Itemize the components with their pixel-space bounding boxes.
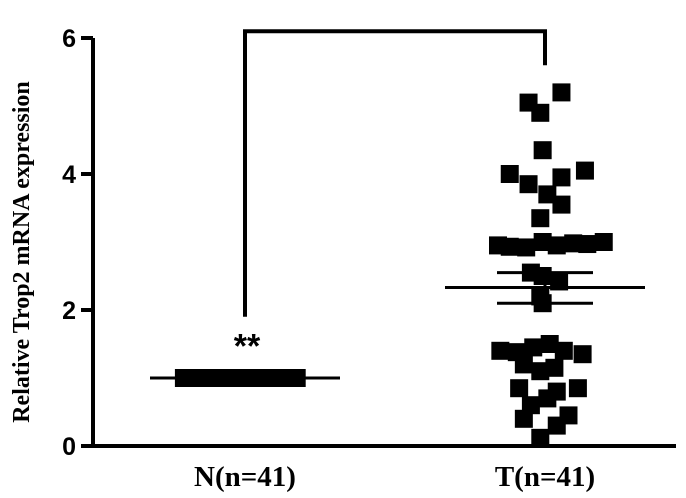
data-point: [533, 141, 552, 160]
data-marks: [150, 83, 645, 447]
data-point: [519, 175, 538, 194]
data-point: [547, 236, 566, 255]
data-point: [540, 335, 559, 353]
data-point: [510, 379, 529, 398]
data-point: [538, 185, 557, 204]
axes: 0 2 4 6 Relative Trop2 mRNA expression N(n=41…: [9, 25, 676, 493]
significance-bracket: [243, 29, 547, 317]
data-point: [500, 237, 519, 256]
data-point: [491, 341, 510, 360]
data-point: [554, 341, 573, 360]
data-point: [573, 345, 592, 364]
y-tick-label: 4: [62, 161, 76, 189]
data-point: [521, 396, 540, 415]
data-point: [547, 416, 566, 435]
data-point: [500, 165, 519, 183]
data-point: [545, 358, 564, 377]
data-point: [564, 234, 583, 253]
data-point: [594, 233, 613, 251]
y-tick-label: 0: [62, 433, 76, 461]
data-point: [552, 195, 571, 214]
data-point: [550, 272, 569, 291]
data-point: [533, 233, 552, 251]
data-point: [531, 428, 550, 447]
annotations: **: [234, 29, 547, 366]
significance-label: **: [234, 328, 261, 366]
data-point: [531, 209, 550, 228]
data-point: [517, 238, 536, 257]
data-point: [514, 409, 533, 428]
data-point: [552, 83, 571, 102]
x-category-label: N(n=41): [194, 461, 296, 493]
data-point: [575, 161, 594, 180]
y-tick-label: 6: [62, 25, 76, 53]
y-tick-label: 2: [62, 297, 76, 325]
data-point: [531, 103, 550, 122]
y-axis-label: Relative Trop2 mRNA expression: [9, 81, 35, 423]
data-point: [524, 338, 543, 357]
data-point: [568, 379, 587, 398]
data-point: [552, 168, 571, 187]
data-point: [538, 389, 557, 408]
data-point: [514, 355, 533, 374]
data-point: [531, 362, 550, 381]
data-point: [578, 235, 597, 254]
data-point: [533, 267, 552, 285]
x-category-label: T(n=41): [495, 461, 595, 493]
